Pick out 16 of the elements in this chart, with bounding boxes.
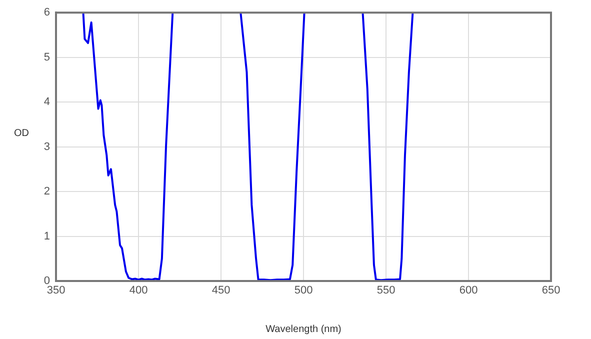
y-tick-label: 3 <box>44 140 50 153</box>
y-tick-label: 1 <box>44 230 50 242</box>
x-tick-label: 450 <box>212 284 230 297</box>
x-tick-label: 400 <box>129 284 148 297</box>
y-axis-title: OD <box>14 128 29 139</box>
y-tick-label: 2 <box>44 186 50 198</box>
x-tick-label: 550 <box>376 284 396 297</box>
x-tick-label: 500 <box>294 284 313 297</box>
x-axis-title: Wavelength (nm) <box>266 324 342 335</box>
y-tick-label: 0 <box>44 275 50 288</box>
y-tick-label: 5 <box>44 51 50 64</box>
y-tick-label: 4 <box>44 96 50 108</box>
x-tick-label: 350 <box>46 284 66 297</box>
y-tick-label: 6 <box>44 6 50 19</box>
x-tick-label: 600 <box>459 284 478 297</box>
x-tick-label: 650 <box>542 284 560 297</box>
